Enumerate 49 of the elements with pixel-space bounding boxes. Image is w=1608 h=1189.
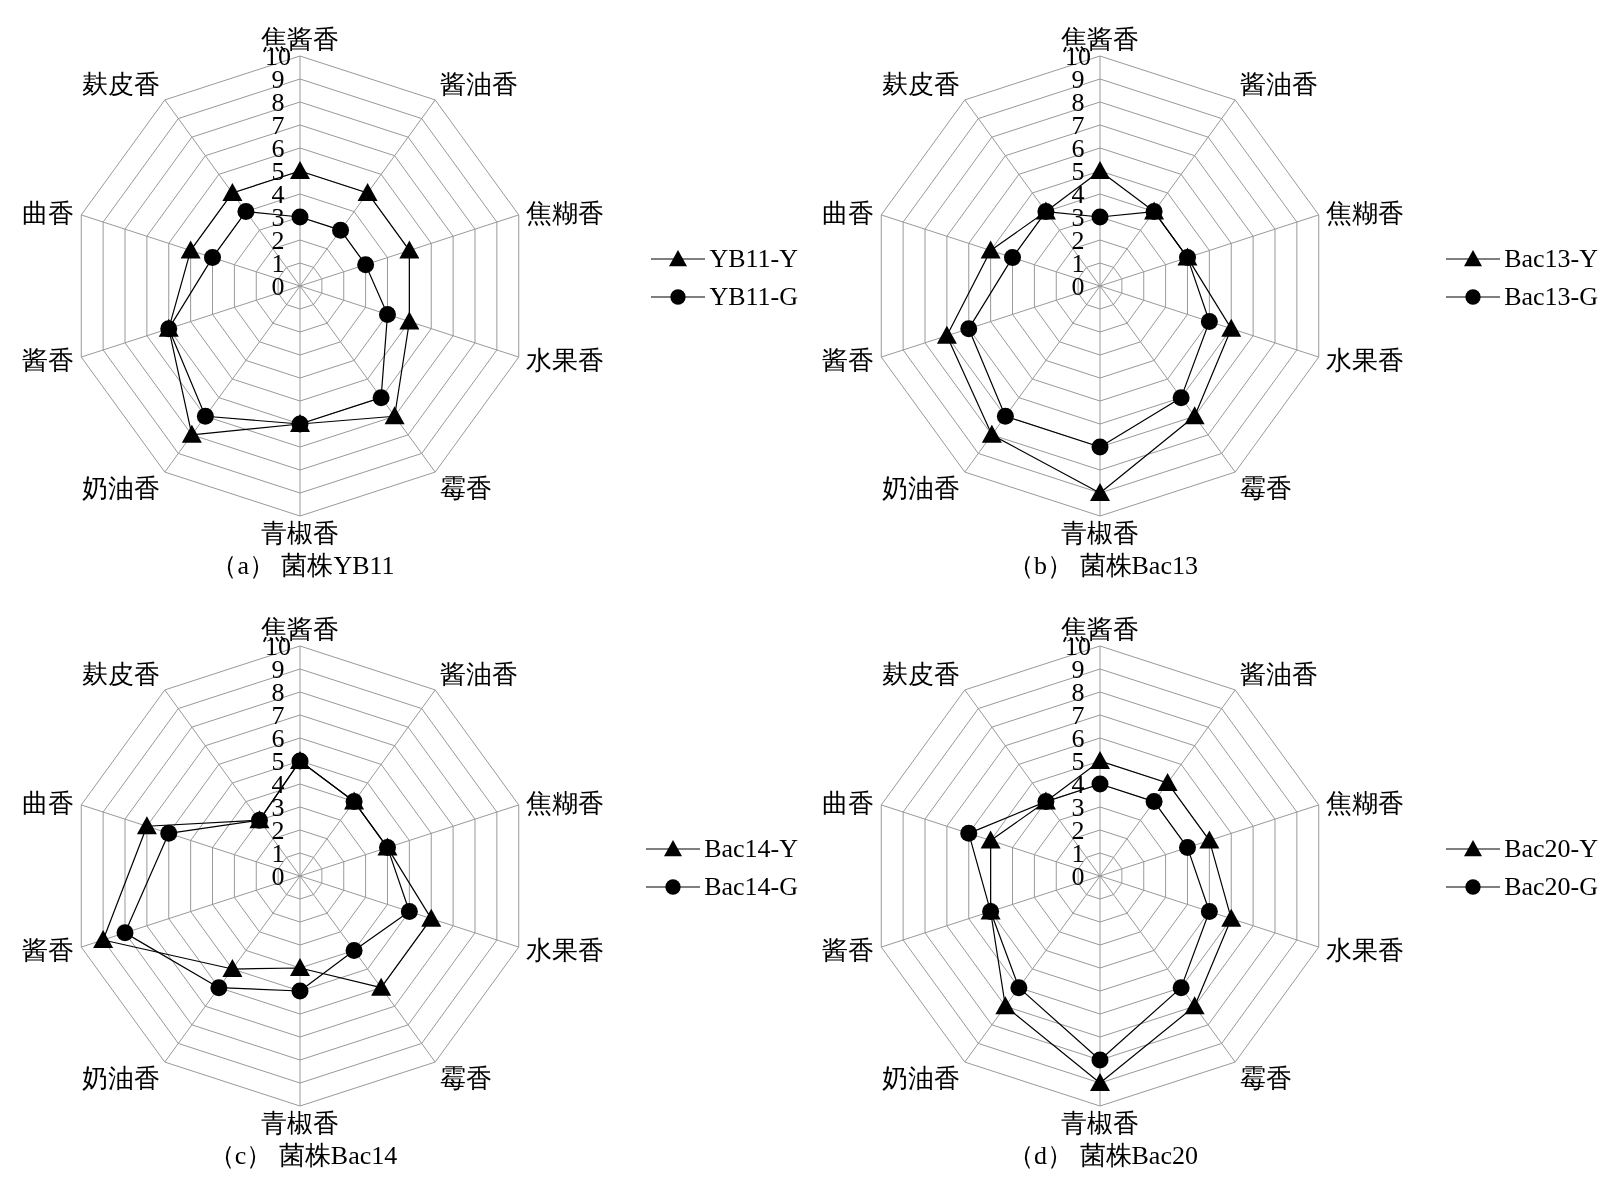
spoke-label: 水果香 bbox=[526, 345, 605, 375]
spoke-label: 奶油香 bbox=[882, 1064, 961, 1094]
text: （b） 菌株Bac13 bbox=[1007, 550, 1199, 582]
spoke-label: 酱香 bbox=[821, 935, 874, 965]
legend-label: Bac14-G bbox=[704, 872, 798, 902]
spoke-label: 青椒香 bbox=[261, 1109, 339, 1139]
spoke-label: 青椒香 bbox=[261, 519, 339, 549]
spoke-label: 霉香 bbox=[1239, 474, 1292, 504]
legend-label: YB11-Y bbox=[709, 244, 798, 274]
spoke-label: 青椒香 bbox=[1061, 519, 1139, 549]
legend-label: Bac14-Y bbox=[704, 834, 798, 864]
spoke-label: 曲香 bbox=[821, 198, 874, 228]
legend-label: Bac13-Y bbox=[1504, 244, 1598, 274]
spoke-label: 焦糊香 bbox=[526, 788, 605, 818]
legend-label: Bac20-Y bbox=[1504, 834, 1598, 864]
spoke-label: 水果香 bbox=[1326, 345, 1405, 375]
spoke-label: 焦糊香 bbox=[1326, 198, 1405, 228]
spoke-label: 酱香 bbox=[21, 345, 74, 375]
spoke-label: 水果香 bbox=[1326, 935, 1405, 965]
spoke-label: 焦糊香 bbox=[526, 198, 605, 228]
spoke-label: 奶油香 bbox=[882, 474, 961, 504]
legend-label: Bac13-G bbox=[1504, 282, 1598, 312]
spoke-label: 奶油香 bbox=[82, 1064, 161, 1094]
spoke-label: 麸皮香 bbox=[82, 70, 161, 100]
y-tick-label: 4 bbox=[271, 180, 285, 209]
spoke-label: 焦糊香 bbox=[1326, 788, 1405, 818]
spoke-label: 酱油香 bbox=[439, 660, 518, 690]
spoke-label: 曲香 bbox=[821, 788, 874, 818]
spoke-label: 奶油香 bbox=[82, 474, 161, 504]
spoke-label: 麸皮香 bbox=[882, 70, 961, 100]
spoke-label: 青椒香 bbox=[1061, 1109, 1139, 1139]
spoke-label: 酱油香 bbox=[1239, 660, 1318, 690]
spoke-label: 酱油香 bbox=[439, 70, 518, 100]
spoke-label: 曲香 bbox=[21, 198, 74, 228]
spoke-label: 水果香 bbox=[526, 935, 605, 965]
text: （a） 菌株YB11 bbox=[210, 550, 396, 582]
text: （d） 菌株Bac20 bbox=[1007, 1140, 1199, 1172]
text: （c） 菌株Bac14 bbox=[207, 1140, 399, 1172]
spoke-label: 酱香 bbox=[821, 345, 874, 375]
spoke-label: 霉香 bbox=[1239, 1064, 1292, 1094]
legend-label: YB11-G bbox=[709, 282, 798, 312]
spoke-label: 麸皮香 bbox=[882, 660, 961, 690]
spoke-label: 霉香 bbox=[439, 474, 492, 504]
spoke-label: 霉香 bbox=[439, 1064, 492, 1094]
spoke-label: 曲香 bbox=[21, 788, 74, 818]
spoke-label: 酱香 bbox=[21, 935, 74, 965]
spoke-label: 麸皮香 bbox=[82, 660, 161, 690]
spoke-label: 酱油香 bbox=[1239, 70, 1318, 100]
legend-label: Bac20-G bbox=[1504, 872, 1598, 902]
